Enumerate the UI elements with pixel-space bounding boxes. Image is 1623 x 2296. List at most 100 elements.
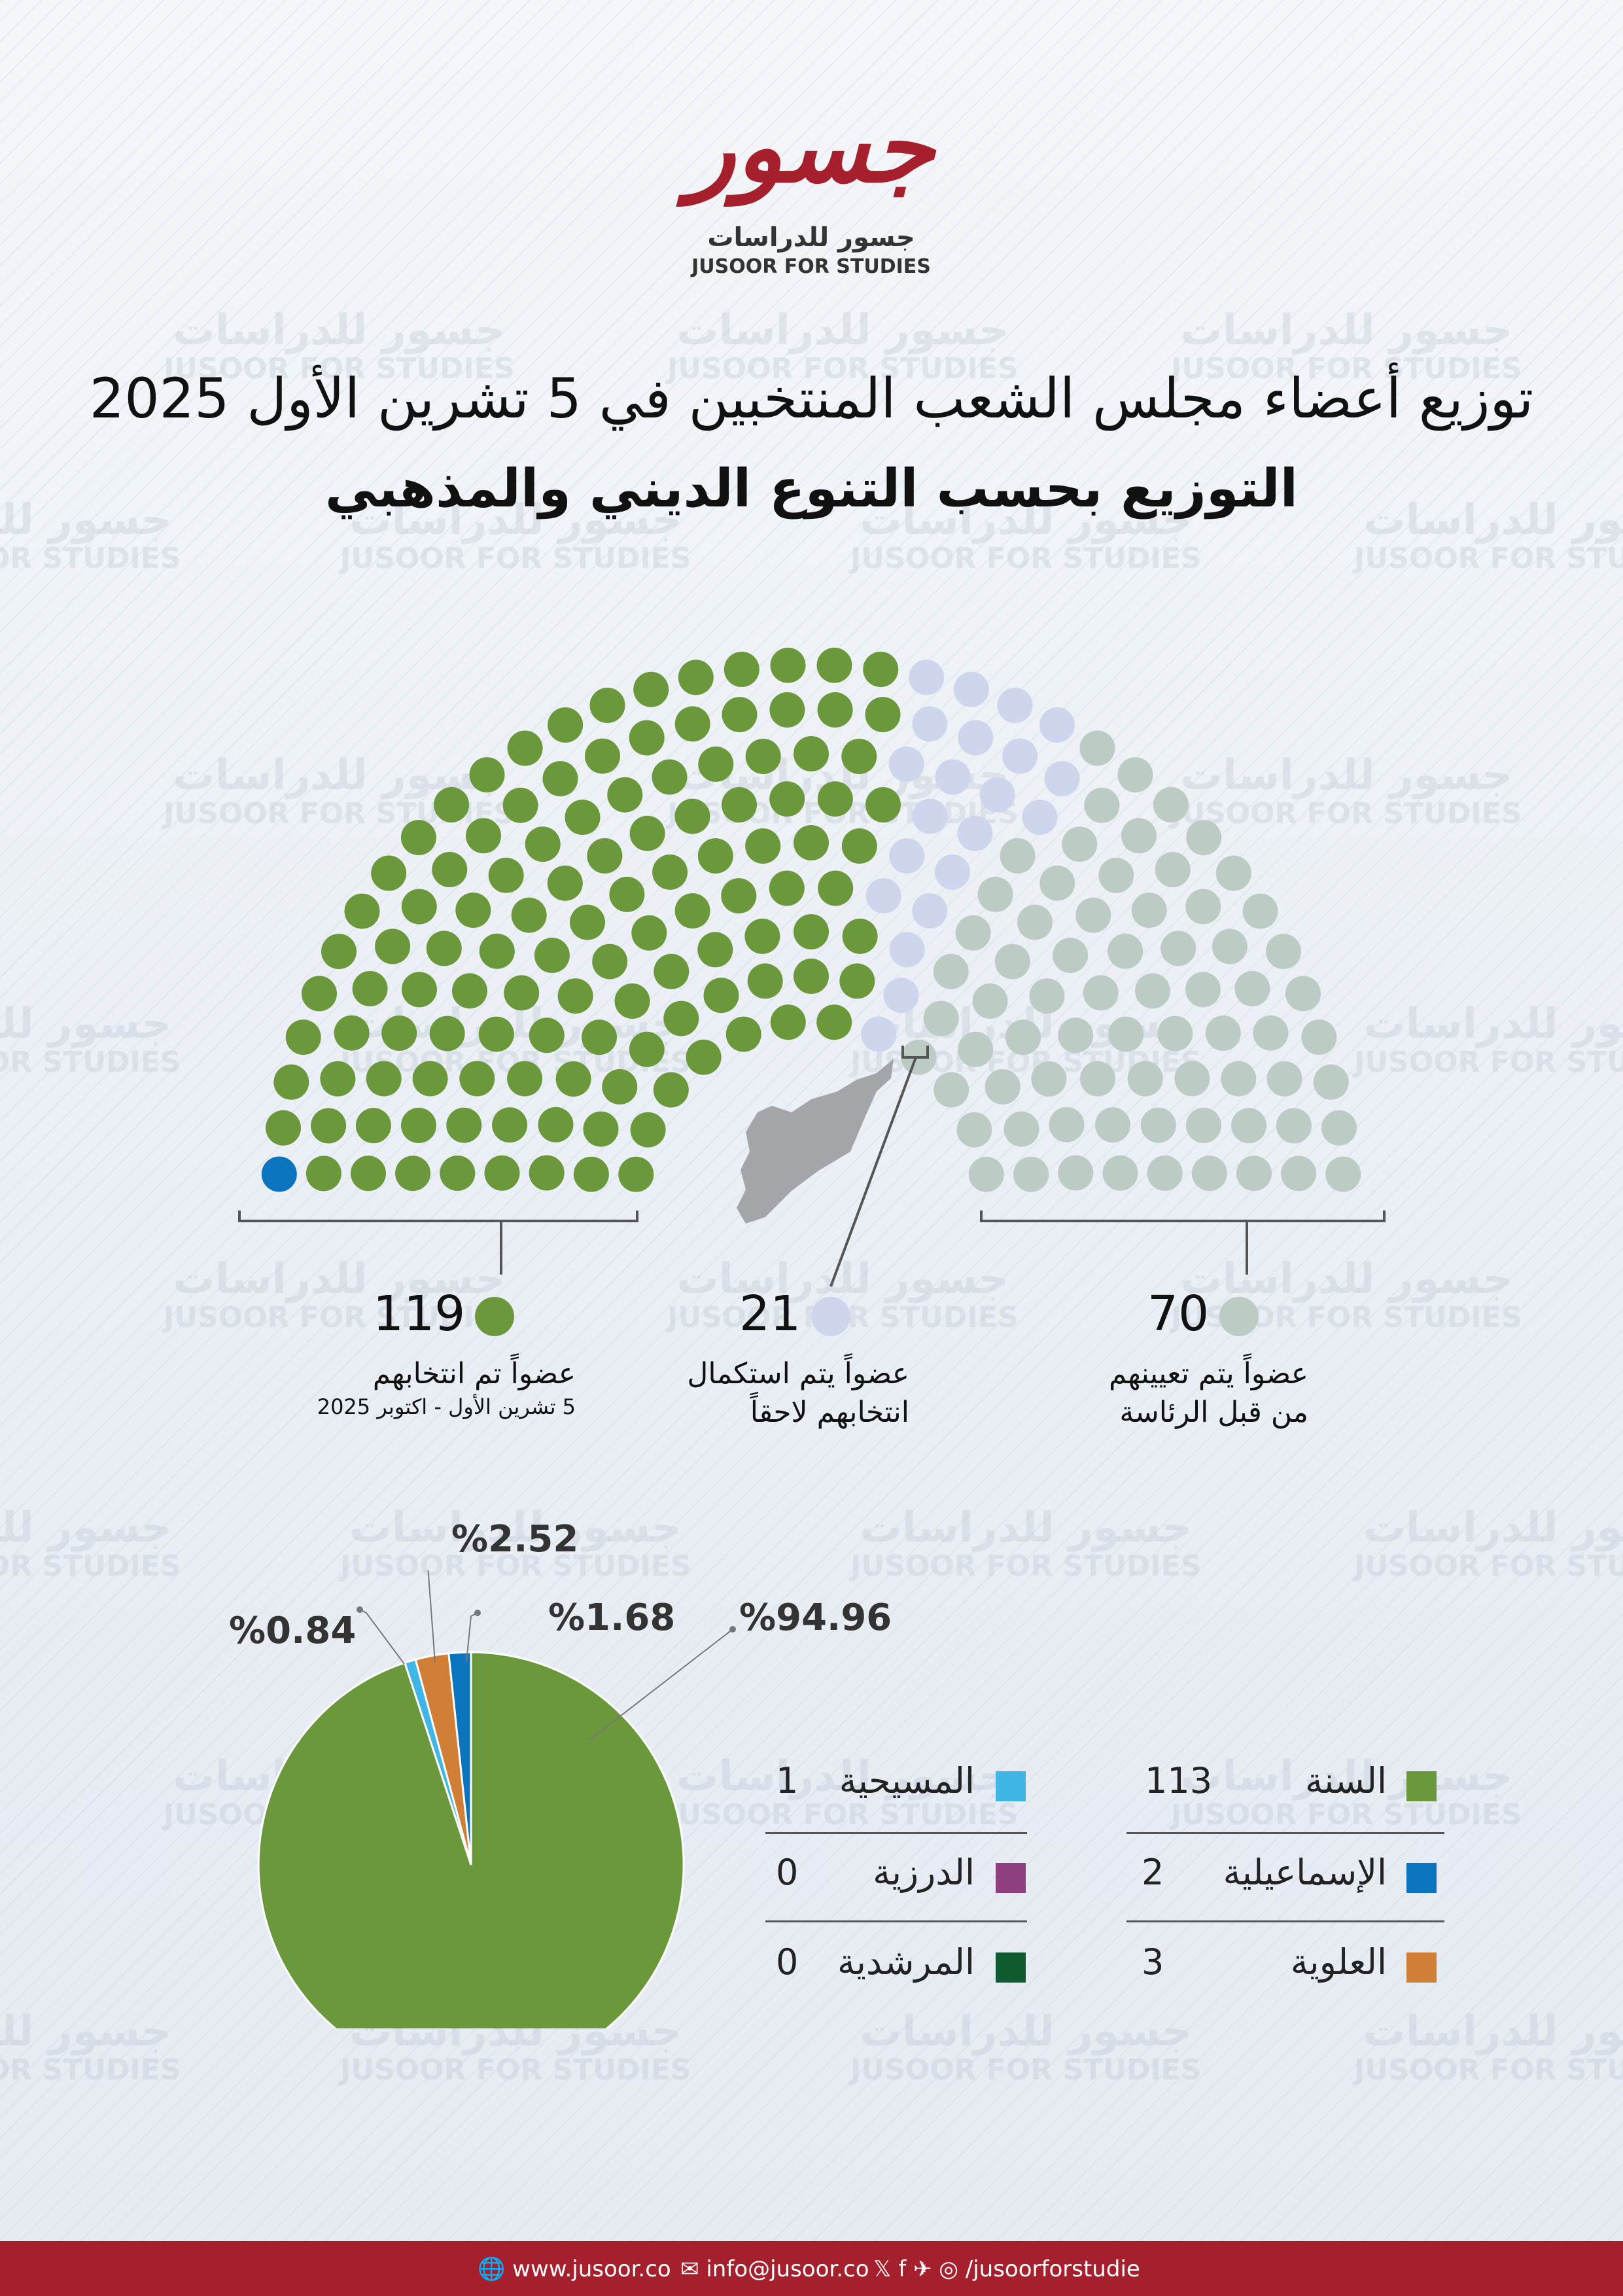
seat-elected <box>794 959 829 994</box>
seat-elected <box>652 854 688 890</box>
pie-leader-dot <box>357 1606 363 1613</box>
seat-appointed <box>1000 838 1036 874</box>
pie-leader-dot <box>729 1626 736 1633</box>
seat-elected <box>817 692 853 728</box>
seat-elected <box>311 1108 347 1144</box>
seat-pending <box>958 720 994 756</box>
seat-elected <box>573 1156 609 1192</box>
appointed-label: عضواً يتم تعيينهم من قبل الرئاسة <box>1073 1354 1308 1432</box>
footer-website[interactable]: 🌐 www.jusoor.co <box>478 2256 671 2282</box>
pie-leader-dot <box>474 1610 481 1616</box>
legend-swatch-sunni <box>1406 1771 1437 1801</box>
seat-elected <box>529 1155 565 1191</box>
legend-separator <box>765 1920 1027 1922</box>
seat-elected <box>432 852 468 887</box>
seat-appointed <box>1191 1156 1227 1192</box>
seat-appointed <box>1276 1108 1312 1144</box>
seat-elected <box>794 736 829 771</box>
seat-appointed <box>1205 1016 1241 1051</box>
seat-elected <box>502 787 538 823</box>
seat-elected <box>320 1061 356 1097</box>
pie-label-sunni: %94.96 <box>739 1597 892 1639</box>
seat-appointed <box>1212 928 1248 964</box>
seat-elected <box>674 706 710 742</box>
seat-appointed <box>1266 934 1301 970</box>
pending-dot <box>811 1297 850 1336</box>
seat-elected <box>607 777 643 813</box>
email-link[interactable]: info@jusoor.co <box>706 2256 869 2282</box>
seat-pending <box>861 1016 897 1052</box>
seat-elected <box>602 1069 638 1104</box>
seat-elected <box>478 1016 514 1052</box>
seat-elected <box>479 933 515 969</box>
seat-elected <box>285 1019 321 1055</box>
seat-pending <box>1039 707 1075 743</box>
seat-elected <box>371 855 407 891</box>
footer-bar <box>0 2241 1623 2296</box>
seat-elected <box>321 934 357 970</box>
seat-appointed <box>1231 1108 1267 1144</box>
legend-separator <box>1126 1832 1444 1834</box>
seat-elected <box>745 828 781 864</box>
pending-label-line2: انتخابهم لاحقاً <box>750 1396 909 1430</box>
seat-appointed <box>1157 1016 1193 1051</box>
pending-count: 21 <box>739 1286 801 1342</box>
pending-label: عضواً يتم استكمال انتخابهم لاحقاً <box>667 1354 909 1432</box>
seat-appointed <box>968 1156 1004 1192</box>
social-handle[interactable]: /jusoorforstudie <box>965 2256 1140 2282</box>
seat-elected <box>722 697 758 733</box>
seat-pending <box>1022 800 1058 836</box>
seat-appointed <box>972 983 1008 1019</box>
legend-swatch-druze <box>996 1863 1026 1893</box>
seat-appointed <box>1215 855 1251 891</box>
seat-elected <box>302 976 337 1012</box>
seat-pending <box>865 878 901 914</box>
seat-elected <box>816 647 852 683</box>
seat-elected <box>548 707 584 743</box>
seat-elected <box>344 893 380 929</box>
appointed-dot <box>1219 1297 1259 1336</box>
seat-elected <box>678 660 714 696</box>
seat-appointed <box>1313 1064 1349 1100</box>
elected-dot <box>475 1297 514 1336</box>
seat-pending <box>979 777 1015 813</box>
seat-elected <box>395 1156 431 1192</box>
seat-elected <box>865 697 901 733</box>
seat-elected <box>652 759 688 795</box>
seat-appointed <box>985 1069 1021 1104</box>
seat-elected <box>769 781 805 817</box>
seat-elected <box>504 975 540 1011</box>
seat-elected <box>609 876 645 912</box>
seat-elected <box>429 1016 465 1051</box>
seat-appointed <box>1094 1107 1130 1143</box>
footer-email[interactable]: ✉ info@jusoor.co <box>680 2256 869 2282</box>
seat-appointed <box>1131 892 1167 928</box>
seat-elected <box>434 786 470 822</box>
seat-appointed <box>1102 1155 1138 1191</box>
seat-elected <box>534 938 570 974</box>
seat-elected <box>492 1107 528 1143</box>
website-link[interactable]: www.jusoor.co <box>512 2256 671 2282</box>
legend-name-murshidi: المرشدية <box>837 1941 975 1983</box>
seat-elected <box>525 826 561 862</box>
seat-elected <box>703 978 739 1014</box>
seat-elected <box>484 1155 520 1191</box>
seat-elected <box>724 652 759 687</box>
seat-appointed <box>1005 1019 1041 1055</box>
logo-subtitle: جسور للدراسات <box>707 222 915 253</box>
seat-appointed <box>955 915 991 951</box>
seat-appointed <box>977 876 1013 912</box>
seat-elected <box>744 918 780 954</box>
seat-pending <box>912 798 948 834</box>
seat-elected <box>747 963 783 999</box>
footer-social[interactable]: 𝕏 f ✈ ◎ /jusoorforstudie <box>873 2256 1140 2282</box>
legend-count-ismaili: 2 <box>1142 1852 1164 1893</box>
legend-separator <box>765 1832 1027 1834</box>
seat-appointed <box>1053 938 1089 974</box>
